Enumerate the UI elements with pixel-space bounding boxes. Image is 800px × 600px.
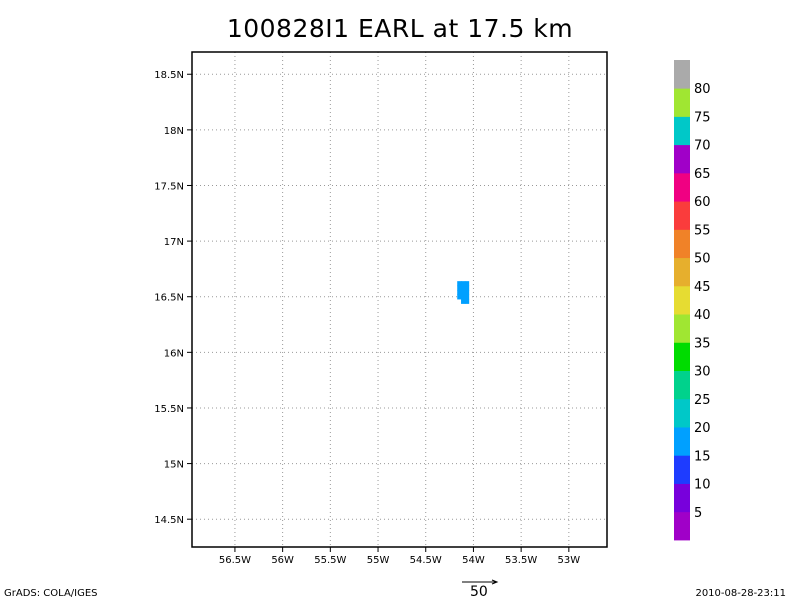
colorbar-label: 20 [694, 421, 711, 436]
data-cell [464, 298, 470, 304]
x-tick-label: 53W [558, 555, 581, 566]
colorbar-label: 45 [694, 280, 711, 295]
colorbar-label: 40 [694, 308, 711, 323]
y-tick-label: 15.5N [154, 404, 184, 415]
data-cell [457, 290, 462, 295]
colorbar-label: 35 [694, 336, 711, 351]
colorbar-swatch [674, 427, 690, 456]
colorbar-swatch [674, 370, 690, 400]
colorbar-label: 75 [694, 110, 711, 125]
colorbar-label: 55 [694, 223, 711, 238]
y-tick-label: 17N [164, 237, 184, 248]
data-cell [461, 298, 466, 304]
x-tick-label: 54W [462, 555, 485, 566]
y-tick-label: 16N [164, 348, 184, 359]
x-tick-label: 54.5W [410, 555, 442, 566]
x-tick-label: 55.5W [314, 555, 346, 566]
colorbar-swatch [674, 285, 690, 315]
colorbar-label: 25 [694, 393, 711, 408]
colorbar-label: 10 [694, 478, 711, 493]
x-tick-label: 53.5W [505, 555, 537, 566]
colorbar-swatch [674, 257, 690, 287]
colorbar-label: 60 [694, 195, 711, 210]
colorbar-label: 65 [694, 167, 711, 182]
data-cell [461, 281, 466, 287]
colorbar-label: 30 [694, 365, 711, 380]
colorbar-swatch [674, 172, 690, 202]
data-cell [457, 285, 462, 291]
data-cell [457, 281, 462, 287]
x-axis-ticks: 56.5W 56W 55.5W 55W 54.5W 54W 53.5W 53W [219, 547, 580, 566]
data-cell [464, 281, 470, 287]
timestamp: 2010-08-28-23:11 [695, 588, 786, 599]
colorbar-label: 80 [694, 82, 711, 97]
y-tick-label: 15N [164, 460, 184, 471]
y-tick-label: 18N [164, 126, 184, 137]
y-tick-label: 14.5N [154, 515, 184, 526]
colorbar-label: 50 [694, 252, 711, 267]
y-tick-label: 16.5N [154, 293, 184, 304]
colorbar-swatch [674, 116, 690, 146]
data-cell [464, 290, 470, 295]
colorbar-swatch [674, 342, 690, 371]
data-cells [457, 281, 470, 304]
x-tick-label: 56W [271, 555, 294, 566]
data-cell [464, 285, 470, 291]
y-tick-label: 18.5N [154, 70, 184, 81]
plot-frame [191, 51, 608, 548]
colorbar-swatch [674, 60, 690, 89]
colorbar: 5 10 15 20 25 30 35 40 45 50 55 60 65 70 75 80 [674, 60, 711, 541]
data-cell [457, 294, 462, 300]
colorbar-swatch [674, 511, 690, 541]
data-cell [461, 294, 466, 300]
vector-reference-label: 50 [470, 584, 488, 600]
colorbar-label: 5 [694, 506, 702, 521]
y-axis-ticks: 14.5N 15N 15.5N 16N 16.5N 17N 17.5N 18N 18.5N [154, 70, 192, 526]
colorbar-swatch [674, 398, 690, 428]
vector-reference-arrow [462, 579, 499, 585]
x-tick-label: 56.5W [219, 555, 251, 566]
grid-lines [192, 52, 607, 547]
grads-credit: GrADS: COLA/IGES [4, 588, 98, 599]
colorbar-swatch [674, 455, 690, 484]
x-tick-label: 55W [367, 555, 390, 566]
data-cell [464, 294, 470, 300]
colorbar-swatch [674, 229, 690, 259]
colorbar-label: 15 [694, 449, 711, 464]
colorbar-swatch [674, 483, 690, 513]
y-tick-label: 17.5N [154, 181, 184, 192]
colorbar-label: 70 [694, 139, 711, 154]
colorbar-swatch [674, 201, 690, 230]
colorbar-swatch [674, 314, 690, 343]
chart-title: 100828I1 EARL at 17.5 km [226, 14, 574, 43]
colorbar-swatch [674, 144, 690, 174]
data-cell [461, 285, 466, 291]
data-cell [461, 290, 466, 295]
colorbar-swatch [674, 88, 690, 117]
